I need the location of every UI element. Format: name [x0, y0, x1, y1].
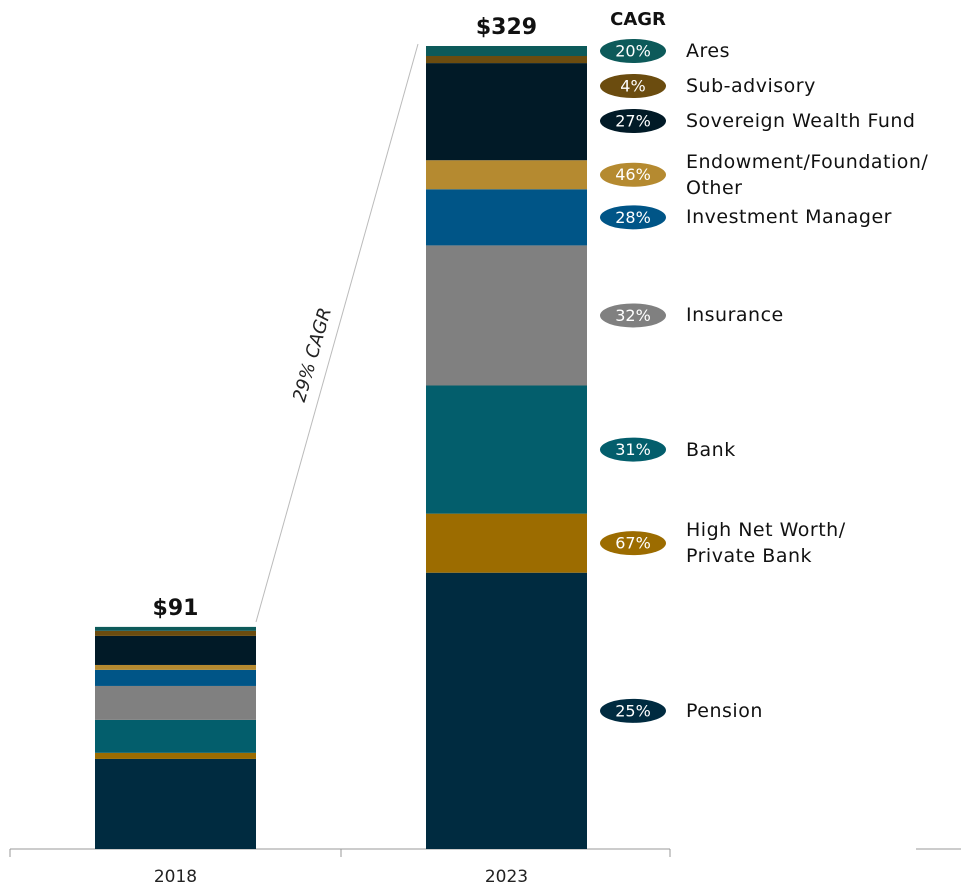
legend-label: Bank: [686, 438, 736, 461]
cagr-label: 31%: [615, 440, 651, 459]
total-label: $91: [153, 596, 199, 621]
cagr-badge: [600, 698, 666, 723]
cagr-badge: [600, 74, 666, 99]
cagr-label: 27%: [615, 112, 651, 131]
cagr-label: 46%: [615, 165, 651, 184]
bar-segment: [95, 758, 256, 849]
total-label: $329: [476, 15, 537, 40]
bar-segment: [95, 635, 256, 665]
legend-label: Ares: [686, 40, 730, 62]
x-tick-label: 2018: [154, 867, 197, 887]
legend-label: Investment Manager: [686, 206, 892, 229]
bar-segment: [426, 572, 587, 849]
bar-segment: [95, 626, 256, 631]
legend-label: Endowment/Foundation/ Other: [686, 150, 929, 199]
legend-label: Insurance: [686, 304, 784, 327]
cagr-label: 67%: [615, 534, 651, 553]
legend-label: High Net Worth/ Private Bank: [686, 519, 846, 568]
cagr-label: 20%: [615, 42, 651, 61]
bar-segment: [95, 630, 256, 636]
cagr-label: 4%: [620, 77, 645, 96]
bar-segment: [426, 56, 587, 64]
bar-segment: [426, 189, 587, 246]
bar-segment: [95, 752, 256, 759]
cagr-badge: [600, 162, 666, 187]
bar-segment: [426, 160, 587, 190]
cagr-label: 25%: [615, 701, 651, 720]
bar-segment: [95, 664, 256, 670]
cagr-badge: [600, 303, 666, 328]
cagr-label: 28%: [615, 208, 651, 227]
bar-segment: [426, 245, 587, 386]
cagr-badge: [600, 205, 666, 230]
cagr-connector: [255, 43, 419, 623]
x-tick-label: 2023: [485, 867, 528, 887]
cagr-badge: [600, 531, 666, 556]
cagr-badge: [600, 437, 666, 462]
bar-segment: [426, 63, 587, 161]
bar-segment: [426, 46, 587, 57]
bar-segment: [426, 385, 587, 514]
bar-segment: [95, 685, 256, 720]
cagr-badge: [600, 109, 666, 134]
bar-segment: [95, 669, 256, 686]
cagr-label: 32%: [615, 306, 651, 325]
bar-segment: [426, 513, 587, 573]
cagr-badge: [600, 39, 666, 64]
legend-label: Sub-advisory: [686, 75, 816, 97]
legend-label: Pension: [686, 699, 763, 722]
legend-title: CAGR: [610, 9, 666, 30]
cagr-annotation: 29% CAGR: [289, 305, 336, 404]
legend-label: Sovereign Wealth Fund: [686, 110, 916, 132]
bar-segment: [95, 719, 256, 753]
